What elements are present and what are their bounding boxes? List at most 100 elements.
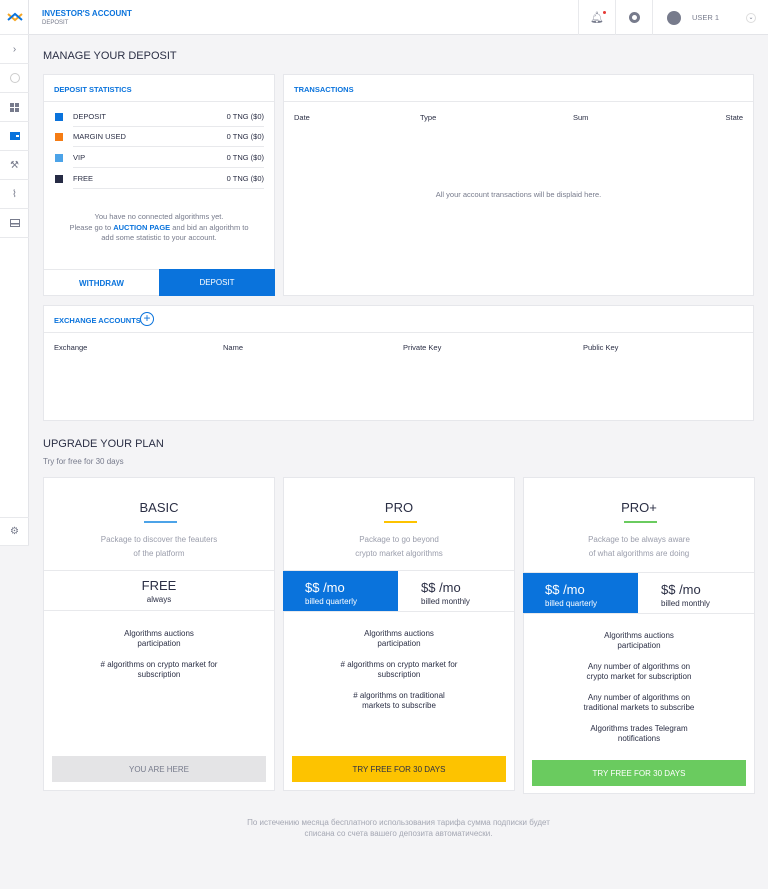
stat-value: 0 TNG ($0) [226, 153, 264, 162]
empty-message: You have no connected algorithms yet. Pl… [44, 212, 274, 244]
accent-line [144, 521, 177, 523]
upgrade-subtitle: Try for free for 30 days [43, 457, 124, 466]
column-header: State [725, 113, 743, 122]
plan-price: FREE [141, 578, 177, 593]
billing-label: billed quarterly [305, 597, 358, 606]
chevron-right-icon[interactable]: › [0, 35, 29, 64]
card-title: DEPOSIT STATISTICS [54, 85, 132, 94]
card-title: TRANSACTIONS [294, 85, 354, 94]
legend-swatch [55, 174, 63, 183]
message-line: and bid an algorithm to [170, 222, 249, 232]
plan-price: $$ /mo [421, 580, 461, 595]
legend-swatch [55, 112, 63, 121]
lifebuoy-icon [628, 12, 640, 23]
withdraw-button[interactable]: WITHDRAW [44, 269, 159, 296]
billing-quarterly-option[interactable]: $$ /mo billed quarterly [523, 573, 638, 613]
plan-description: of what algorithms are doing [588, 549, 690, 558]
message-line: Please go to [69, 222, 114, 232]
footer-line: По истечению месяца бесплатного использо… [247, 818, 550, 827]
plan-description: Package to go beyond [359, 535, 439, 544]
stat-row: VIP 0 TNG ($0) [55, 148, 264, 168]
plan-price: $$ /mo [305, 580, 345, 595]
gear-icon[interactable]: ⚙ [0, 517, 29, 546]
accent-line [624, 521, 657, 523]
footer-note: По истечению месяца бесплатного использо… [29, 817, 768, 839]
plan-name: BASIC [139, 500, 179, 515]
empty-message: All your account transactions will be di… [435, 190, 602, 199]
wallet-icon[interactable] [0, 122, 29, 151]
deposit-button[interactable]: DEPOSIT [159, 269, 275, 296]
current-plan-button[interactable]: YOU ARE HERE [52, 756, 266, 782]
user-name: USER 1 [692, 13, 720, 22]
stat-label: FREE [73, 174, 94, 183]
stat-row: DEPOSIT 0 TNG ($0) [55, 107, 264, 127]
column-header: Sum [573, 113, 589, 122]
plan-feature: Algorithms auctions participation [364, 629, 434, 648]
message-line: You have no connected algorithms yet. [94, 212, 224, 221]
plan-description: crypto market algorithms [355, 549, 443, 558]
breadcrumb: DEPOSIT [42, 20, 69, 26]
dashboard-icon[interactable] [0, 93, 29, 122]
stat-label: DEPOSIT [73, 112, 106, 121]
user-menu[interactable]: USER 1 ⌄ [652, 0, 768, 35]
page-title: MANAGE YOUR DEPOSIT [43, 50, 177, 62]
plan-price: $$ /mo [545, 582, 585, 597]
message-line: add some statistic to your account. [101, 233, 217, 242]
stat-row: FREE 0 TNG ($0) [55, 169, 264, 189]
chevron-down-icon[interactable]: ⌄ [746, 12, 756, 23]
exchange-accounts-card: EXCHANGE ACCOUNTS + Exchange Name Privat… [43, 305, 754, 421]
header: INVESTOR'S ACCOUNT DEPOSIT 🔔︎ USER 1 ⌄ [29, 0, 768, 35]
billing-monthly-option[interactable]: $$ /mo billed monthly [639, 573, 754, 613]
plan-basic: BASIC Package to discover the feauters of… [43, 477, 275, 791]
upgrade-title: UPGRADE YOUR PLAN [43, 438, 164, 450]
stat-value: 0 TNG ($0) [226, 112, 264, 121]
plan-pro: PRO Package to go beyond crypto market al… [283, 477, 515, 791]
plan-feature: Algorithms trades Telegram notifications [590, 724, 688, 743]
plan-description: of the platform [133, 549, 185, 558]
plan-pro-plus: PRO+ Package to be always aware of what a… [523, 477, 755, 794]
plan-name: PRO+ [621, 500, 657, 515]
minus-circle-icon[interactable] [0, 64, 29, 93]
plan-feature: # algorithms on crypto market for subscr… [340, 660, 458, 679]
plan-feature: Any number of algorithms on crypto marke… [586, 662, 692, 681]
legend-swatch [55, 153, 63, 162]
stat-value: 0 TNG ($0) [226, 132, 264, 141]
billing-label: billed monthly [661, 599, 710, 608]
support-button[interactable] [615, 0, 652, 35]
plan-feature: Algorithms auctions participation [604, 631, 674, 650]
card-title: EXCHANGE ACCOUNTS [54, 316, 141, 325]
chart-icon[interactable]: ⌇ [0, 180, 29, 209]
plan-description: Package to discover the feauters [100, 535, 218, 544]
column-header: Private Key [403, 343, 442, 352]
billing-label: billed quarterly [545, 599, 598, 608]
plan-feature: # algorithms on traditional markets to s… [353, 691, 445, 710]
stat-row: MARGIN USED 0 TNG ($0) [55, 127, 264, 147]
column-header: Date [294, 113, 310, 122]
stat-label: VIP [73, 153, 86, 162]
auction-icon[interactable]: ⚒ [0, 151, 29, 180]
column-header: Exchange [54, 343, 88, 352]
stat-value: 0 TNG ($0) [226, 174, 264, 183]
stat-label: MARGIN USED [73, 132, 126, 141]
notification-button[interactable]: 🔔︎ [578, 0, 615, 35]
plan-period: always [146, 595, 172, 604]
plan-feature: # algorithms on crypto market for subscr… [100, 660, 218, 679]
footer-line: списана со счета вашего депозита автомат… [304, 829, 493, 838]
logo-icon[interactable] [0, 0, 29, 35]
plan-description: Package to be always aware [588, 535, 690, 544]
header-title: INVESTOR'S ACCOUNT [42, 9, 132, 18]
column-header: Type [420, 113, 437, 122]
plan-name: PRO [384, 500, 414, 515]
card-icon[interactable] [0, 209, 29, 238]
billing-monthly-option[interactable]: $$ /mo billed monthly [399, 571, 514, 611]
accent-line [384, 521, 417, 523]
bell-icon: 🔔︎ [590, 11, 606, 24]
plan-price: $$ /mo [661, 582, 701, 597]
try-free-button[interactable]: TRY FREE FOR 30 DAYS [292, 756, 506, 782]
column-header: Name [223, 343, 244, 352]
plan-feature: Any number of algorithms on traditional … [583, 693, 695, 712]
auction-page-link[interactable]: AUCTION PAGE [113, 222, 171, 232]
billing-quarterly-option[interactable]: $$ /mo billed quarterly [283, 571, 398, 611]
try-free-button[interactable]: TRY FREE FOR 30 DAYS [532, 760, 746, 786]
add-exchange-button[interactable]: + [140, 312, 154, 326]
